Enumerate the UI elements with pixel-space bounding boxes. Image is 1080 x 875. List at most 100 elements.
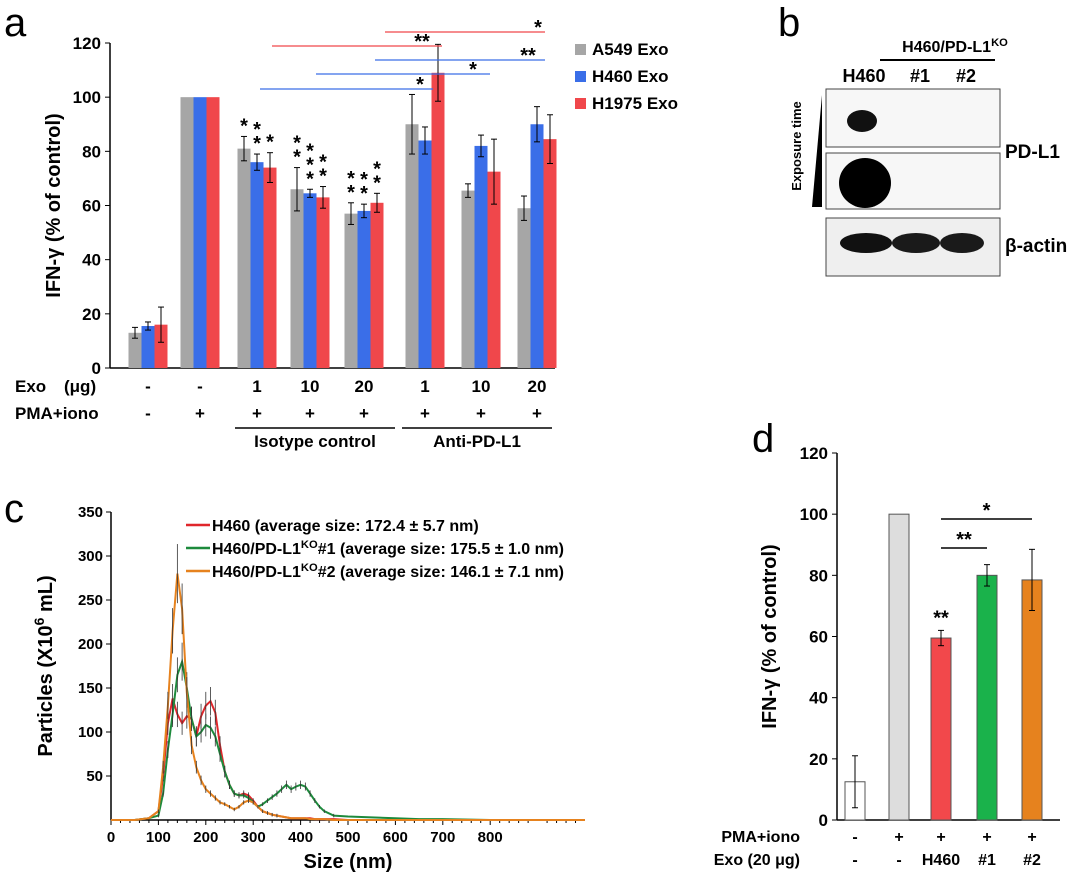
d-bar xyxy=(888,513,910,821)
a-exo-dose: - xyxy=(197,377,203,396)
a-bar xyxy=(487,171,501,368)
b-lane-label: #1 xyxy=(910,66,930,86)
c-y-tick-label: 250 xyxy=(78,592,103,609)
c-x-tick-label: 800 xyxy=(478,829,503,846)
panel-c-chart: 50 100 150 200 250 300 350 0 100 200 300 400 500 600 7… xyxy=(31,504,585,873)
d-y-tick-label: 40 xyxy=(809,689,828,708)
b-band-label: β-actin xyxy=(1005,236,1067,257)
a-comparison-significance: * xyxy=(534,17,542,39)
c-legend-entry: H460 (average size: 172.4 ± 5.7 nm) xyxy=(212,518,479,535)
a-significance: * xyxy=(293,147,301,169)
b-band xyxy=(892,233,940,253)
c-x-tick-label: 500 xyxy=(335,829,360,846)
a-exo-dose: 10 xyxy=(472,377,491,396)
b-band xyxy=(940,233,984,253)
a-bar xyxy=(193,97,207,369)
a-bar xyxy=(431,72,445,369)
a-y-tick-label: 60 xyxy=(82,197,101,216)
d-y-axis-label: IFN-γ (% of control) xyxy=(759,544,781,728)
a-pma-sign: - xyxy=(145,404,151,423)
a-bar xyxy=(180,97,194,369)
a-significance: * xyxy=(373,158,381,180)
d-pma-sign: - xyxy=(852,829,857,846)
b-band xyxy=(839,158,891,208)
a-bar xyxy=(206,97,220,369)
c-y-tick-label: 150 xyxy=(78,680,103,697)
a-legend-entry: H460 Exo xyxy=(592,67,669,86)
c-y-tick-label: 100 xyxy=(78,724,103,741)
a-comparison-significance: * xyxy=(469,59,477,81)
panel-c-letter: c xyxy=(4,487,24,531)
a-bar xyxy=(474,145,488,368)
a-legend-swatch xyxy=(575,44,586,55)
a-pma-sign: + xyxy=(532,404,542,423)
a-bar xyxy=(250,162,264,368)
d-y-tick-label: 80 xyxy=(809,566,828,585)
c-x-tick-label: 600 xyxy=(383,829,408,846)
a-legend-swatch xyxy=(575,98,586,109)
c-x-tick-label: 0 xyxy=(107,829,115,846)
a-significance: * xyxy=(266,132,274,154)
d-exo-source: - xyxy=(852,852,857,869)
a-legend-entry: A549 Exo xyxy=(592,40,669,59)
a-significance: * xyxy=(253,133,261,155)
a-group-label: Anti-PD-L1 xyxy=(433,432,521,451)
c-x-tick-label: 400 xyxy=(288,829,313,846)
a-legend-swatch xyxy=(575,71,586,82)
a-significance: * xyxy=(360,183,368,205)
d-exo-source: #2 xyxy=(1023,852,1041,869)
a-significance: * xyxy=(240,115,248,137)
d-significance: ** xyxy=(933,607,949,629)
a-exo-dose: 20 xyxy=(528,377,547,396)
a-pma-sign: + xyxy=(305,404,315,423)
a-bar xyxy=(543,139,557,368)
c-x-tick-label: 100 xyxy=(146,829,171,846)
a-pma-sign: + xyxy=(420,404,430,423)
a-bar xyxy=(290,189,304,368)
d-exo-source: #1 xyxy=(978,852,996,869)
a-pma-sign: + xyxy=(476,404,486,423)
d-pma-sign: + xyxy=(1027,829,1036,846)
a-y-tick-label: 120 xyxy=(73,34,101,53)
d-bar xyxy=(930,637,952,821)
d-y-tick-label: 20 xyxy=(809,750,828,769)
c-y-tick-label: 200 xyxy=(78,636,103,653)
b-lane-label: H460 xyxy=(842,66,885,86)
a-bar xyxy=(303,193,317,368)
a-row-label-exo: Exo xyxy=(15,377,46,396)
a-pma-sign: + xyxy=(195,404,205,423)
d-row-label-exo: Exo (20 μg) xyxy=(714,852,800,869)
b-band xyxy=(840,233,892,253)
a-y-tick-label: 0 xyxy=(92,359,101,378)
a-significance: * xyxy=(293,133,301,155)
a-significance: * xyxy=(319,152,327,174)
c-y-axis-label: Particles (X106 mL) xyxy=(31,575,57,756)
a-bar xyxy=(141,326,155,368)
a-bar xyxy=(405,124,419,368)
a-comparison-significance: ** xyxy=(520,45,536,67)
a-bar xyxy=(418,140,432,368)
c-y-tick-label: 350 xyxy=(78,504,103,521)
a-significance: * xyxy=(306,168,314,190)
c-legend-entry: H460/PD-L1KO#1 (average size: 175.5 ± 1.… xyxy=(212,539,564,558)
a-y-tick-label: 80 xyxy=(82,142,101,161)
b-band-label: PD-L1 xyxy=(1005,142,1060,163)
a-significance: * xyxy=(347,168,355,190)
a-significance: * xyxy=(373,172,381,194)
d-bar xyxy=(976,574,998,821)
a-bar xyxy=(316,197,330,368)
panel-a-letter: a xyxy=(4,1,27,45)
d-comparison-significance: ** xyxy=(956,529,972,551)
a-bar xyxy=(154,324,168,368)
a-significance: * xyxy=(319,166,327,188)
a-comparison-significance: * xyxy=(416,74,424,96)
a-exo-dose: 1 xyxy=(252,377,261,396)
d-y-tick-label: 100 xyxy=(800,505,828,524)
b-exposure-wedge xyxy=(812,95,822,207)
d-pma-sign: + xyxy=(936,829,945,846)
a-bar xyxy=(370,202,384,368)
panel-b-letter: b xyxy=(778,1,800,45)
a-row-label-pma: PMA+iono xyxy=(15,404,99,423)
